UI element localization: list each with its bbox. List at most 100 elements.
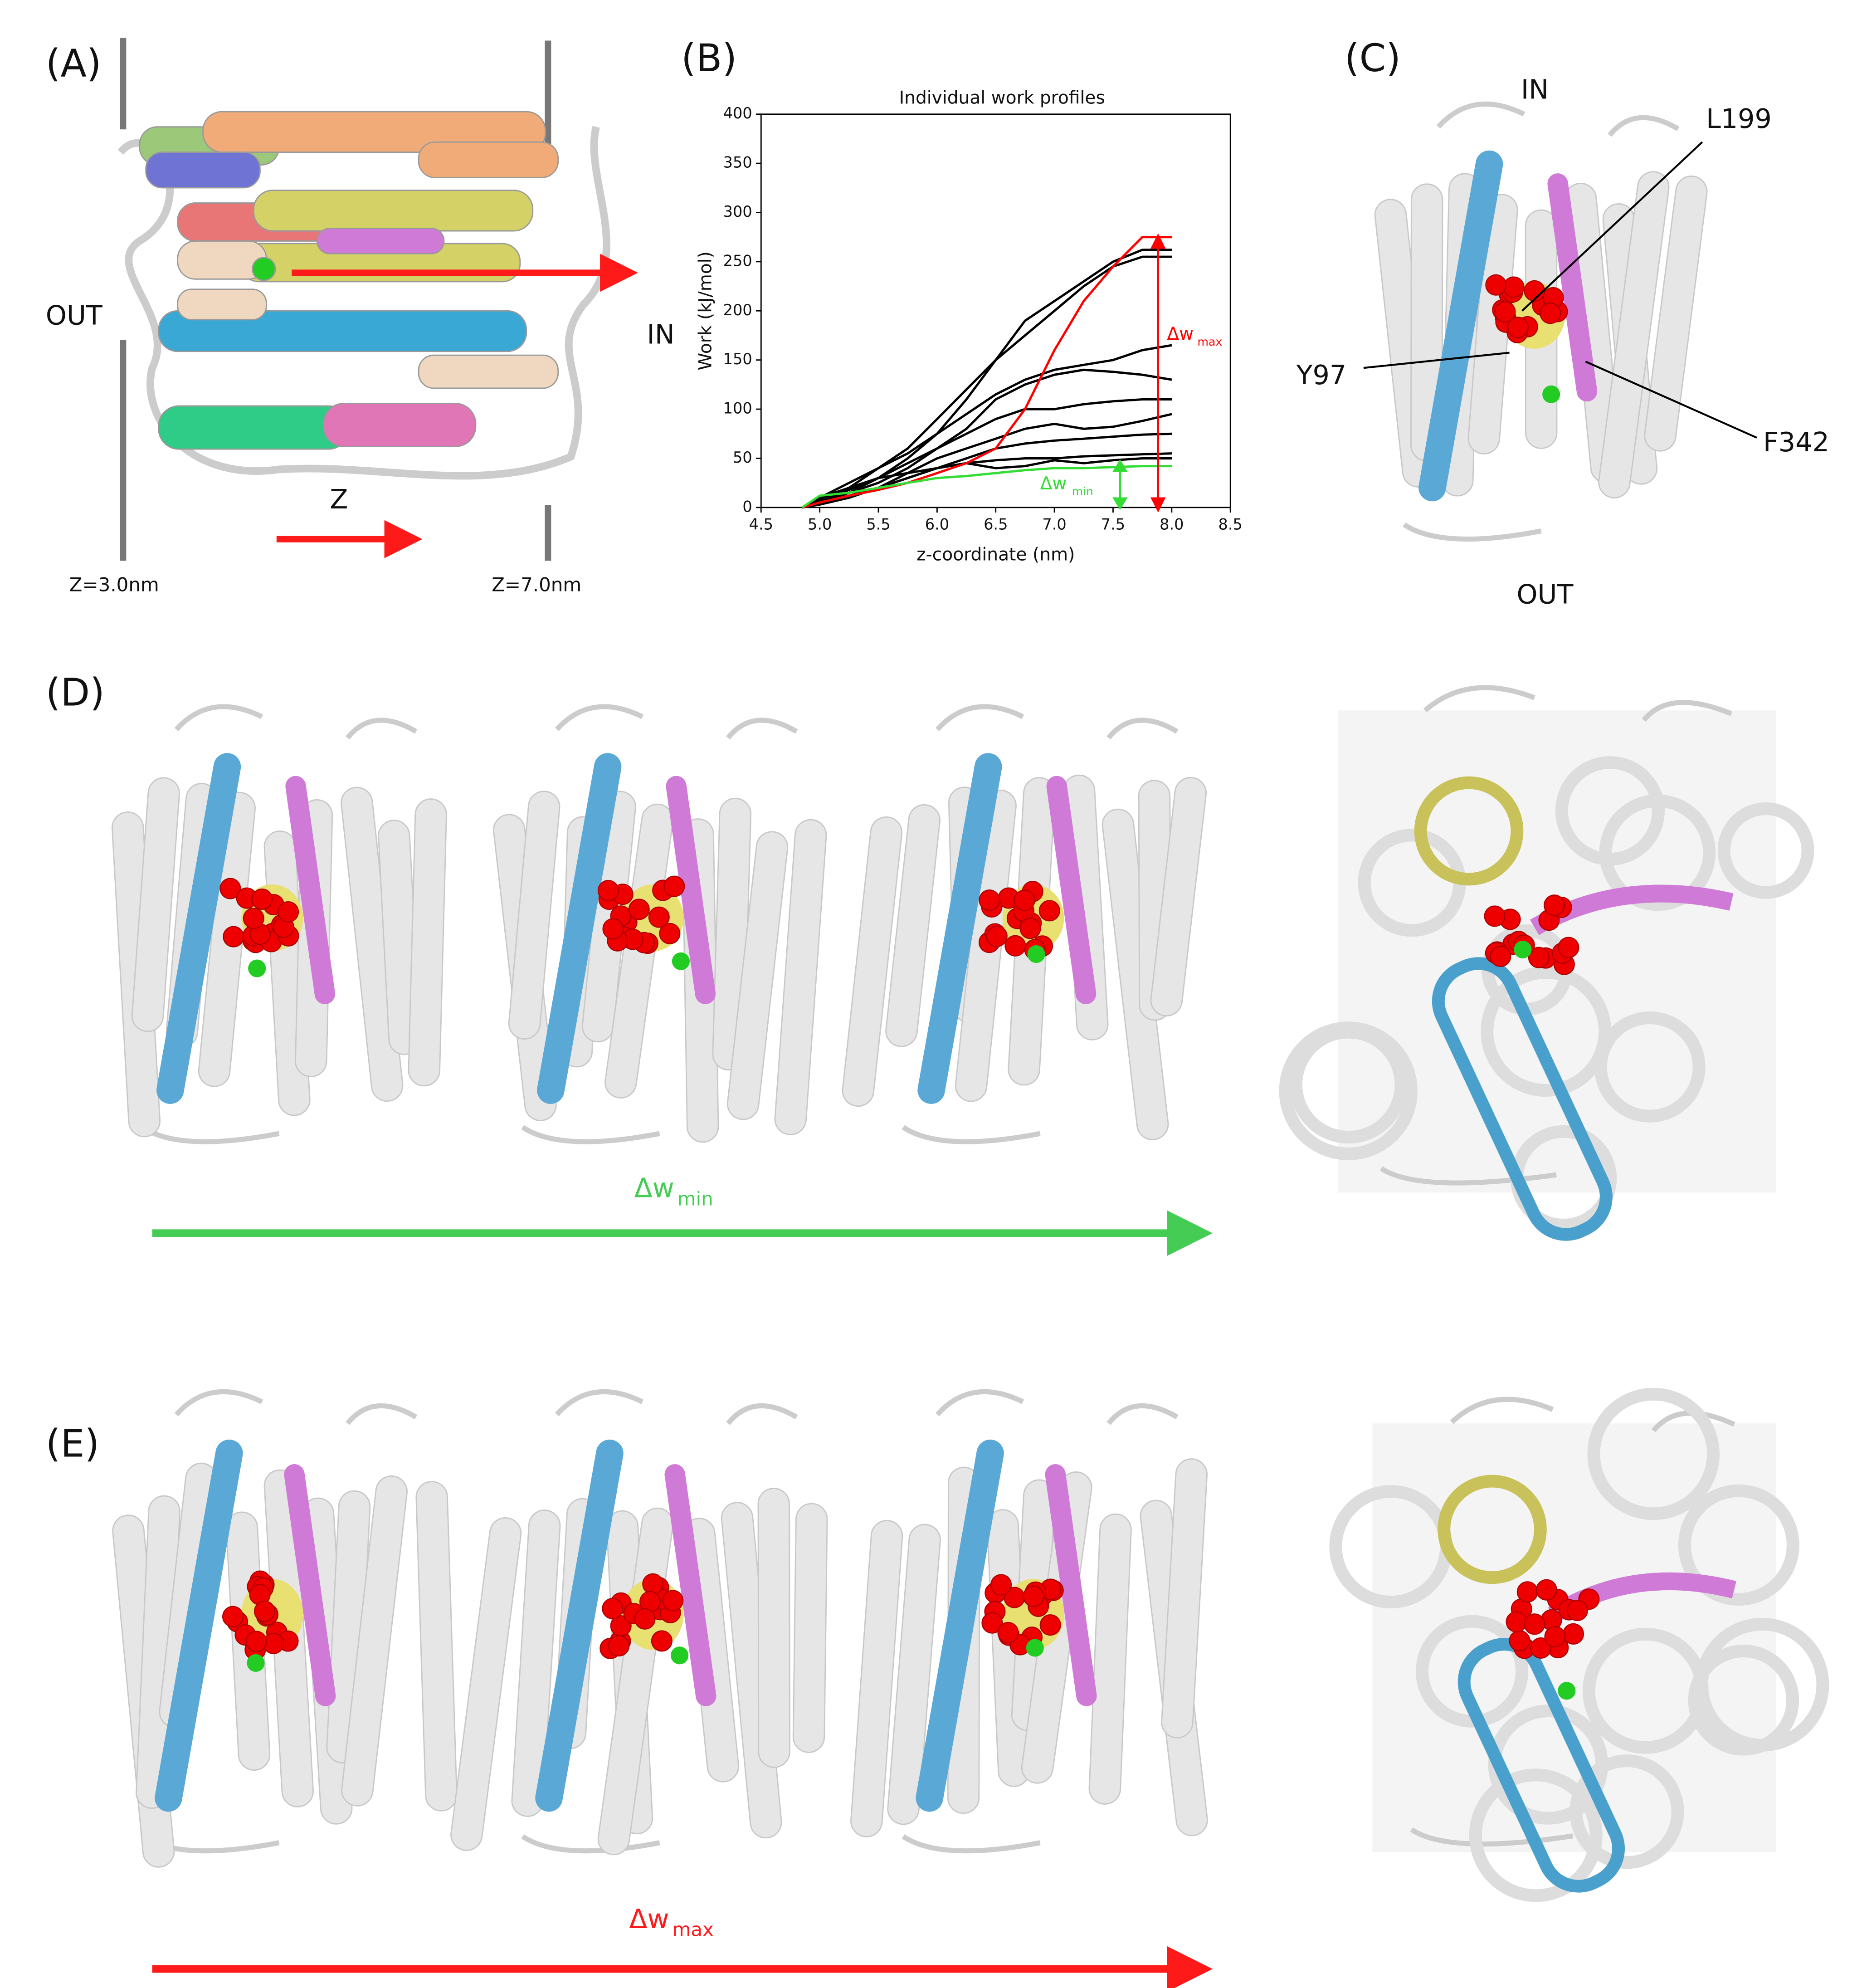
ligand-atom (981, 1612, 1003, 1634)
helix (1599, 794, 1716, 911)
helix-blue (1418, 150, 1503, 502)
helix (887, 1524, 941, 1825)
ligand-atom (1507, 317, 1529, 338)
work-profile (801, 255, 1172, 509)
helix-pink (1045, 1464, 1097, 1706)
arrow-label-sub: min (677, 1188, 713, 1210)
helix (1678, 1484, 1799, 1606)
x-tick-label: 7.5 (1101, 515, 1125, 533)
ligand-atom (986, 925, 1008, 947)
ion (1558, 1682, 1576, 1700)
work-profile (801, 457, 1172, 509)
z-label: Z=7.0nm (492, 574, 581, 596)
annotation-sub: max (1197, 335, 1222, 348)
y-tick-label: 100 (723, 400, 752, 417)
helix (341, 1475, 408, 1807)
helix-pink (1547, 173, 1598, 402)
ion (248, 959, 266, 977)
ligand-atom (1558, 937, 1579, 958)
helix-pink (666, 776, 716, 1004)
ligand-atom (1484, 905, 1506, 927)
leader-line (1363, 352, 1510, 369)
helix (1469, 1768, 1603, 1902)
panel-b: (B) Individual work profiles z-coordinat… (681, 36, 1243, 565)
annotation: Δw (1040, 474, 1067, 494)
work-profile (801, 344, 1172, 509)
x-tick-label: 6.5 (984, 515, 1008, 533)
helix (1644, 176, 1708, 452)
ligand-atom (651, 1630, 673, 1652)
work-profile (802, 236, 1172, 509)
leader-line (1585, 361, 1757, 439)
helix-yellow (1414, 776, 1524, 886)
ligand-atom (278, 901, 299, 923)
ligand-atom (979, 889, 1000, 911)
y-tick-label: 350 (723, 154, 752, 171)
ligand-atom (1535, 1579, 1557, 1601)
y-tick-label: 150 (723, 350, 752, 368)
ligand-atom (602, 918, 624, 940)
helix (508, 791, 561, 1040)
helix (726, 831, 789, 1120)
residue-label: F342 (1763, 426, 1829, 458)
helix (850, 1520, 903, 1837)
ligand-atom (662, 1590, 684, 1612)
helix-pink (285, 776, 336, 1004)
helix (885, 804, 941, 1047)
ligand-atom (254, 1600, 276, 1622)
ligand-atom (648, 906, 670, 928)
x-axis-label: z-coordinate (nm) (916, 545, 1075, 565)
ligand-atom (251, 888, 273, 910)
ion (1026, 1639, 1044, 1657)
ion (671, 1646, 689, 1665)
panel-label: (D) (46, 670, 105, 715)
helix (131, 777, 180, 1032)
x-tick-label: 6.0 (925, 515, 949, 533)
ligand-atom (602, 1597, 624, 1619)
ligand-atom (245, 1631, 267, 1652)
ligand-atom (1524, 1613, 1545, 1635)
ligand-atom (1014, 889, 1035, 911)
helix (1695, 1617, 1829, 1752)
x-tick-label: 8.0 (1160, 515, 1184, 533)
helix (1598, 171, 1670, 498)
helix (774, 819, 827, 1135)
helix (450, 1517, 522, 1851)
ligand-atom (634, 1608, 656, 1630)
helix (792, 1503, 828, 1753)
helix-yellow (1438, 1475, 1547, 1584)
ligand-atom (1516, 1581, 1538, 1603)
panel-label: (C) (1345, 36, 1401, 80)
helix (511, 1509, 561, 1817)
helix (1587, 1387, 1720, 1520)
x-tick-label: 5.0 (808, 515, 832, 533)
arrow-label: Δw (629, 1903, 669, 1934)
y-tick-label: 250 (723, 252, 752, 269)
helix-blue (155, 1439, 243, 1812)
x-tick-label: 7.0 (1042, 515, 1066, 533)
ligand-atom (1485, 274, 1507, 296)
ligand-atom (597, 880, 619, 902)
side-label: IN (647, 318, 675, 350)
loop (521, 1389, 798, 1854)
protein-series (112, 1387, 1829, 1902)
ligand-atom (1566, 1600, 1588, 1622)
ligand-atom (1506, 1611, 1527, 1633)
axis-label: Z (330, 484, 348, 515)
ligand-atom (628, 899, 650, 920)
panel-e: (E) Δw max (46, 1387, 1829, 1988)
ligand-atom (1023, 1585, 1044, 1607)
helix-blue (917, 753, 1002, 1104)
ligand-atom (997, 1622, 1019, 1643)
ligand-atom (1530, 1637, 1552, 1659)
y-tick-label: 0 (742, 498, 752, 515)
ligand-atom (1503, 276, 1525, 298)
y-tick-label: 200 (723, 301, 752, 319)
helix (415, 1481, 458, 1812)
protein-series (111, 685, 1814, 1241)
side-label: OUT (46, 299, 103, 331)
ligand-atom (1494, 301, 1516, 323)
helix-pink (1046, 776, 1097, 1004)
